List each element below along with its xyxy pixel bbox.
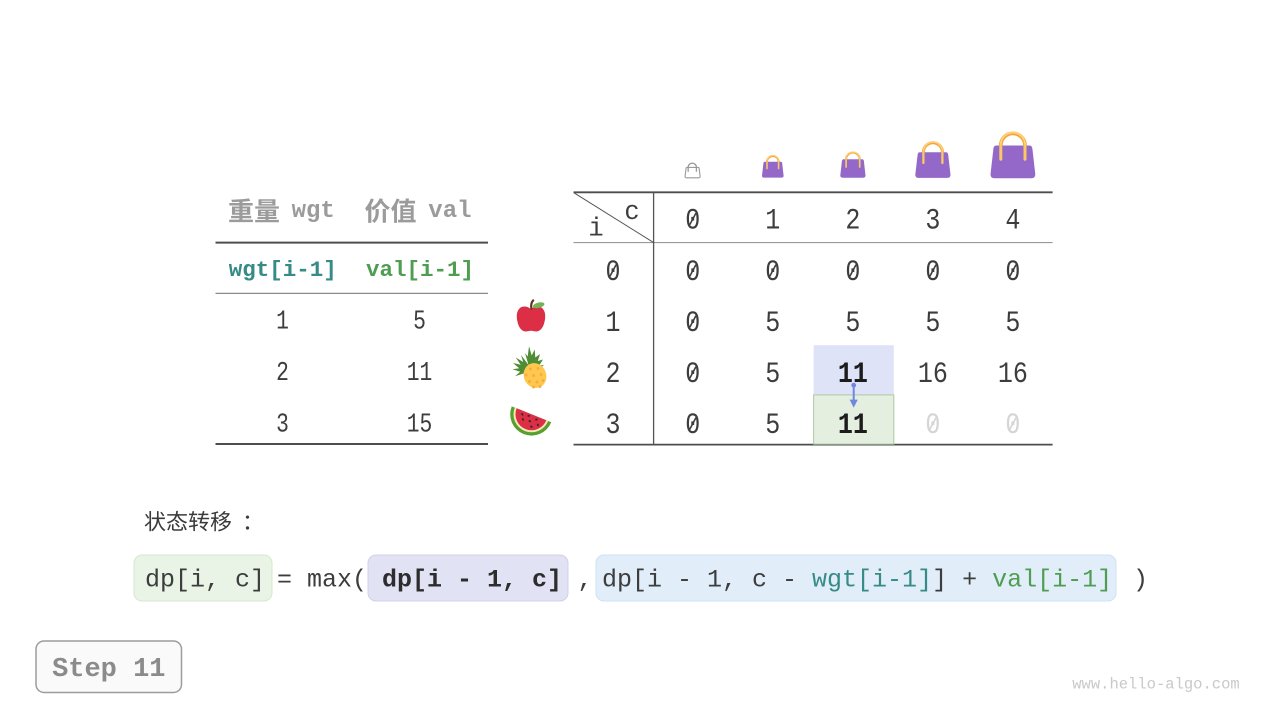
svg-text:dp[i - 1, c]: dp[i - 1, c] bbox=[382, 566, 562, 595]
svg-text:5: 5 bbox=[925, 307, 940, 341]
svg-text:): ) bbox=[1133, 566, 1148, 595]
svg-text:3: 3 bbox=[605, 409, 620, 443]
svg-text:val: val bbox=[428, 198, 471, 225]
svg-text:3: 3 bbox=[925, 204, 940, 238]
svg-text:i: i bbox=[588, 214, 603, 243]
svg-text:dp[i - 1, c - wgt[i-1]] + val[: dp[i - 1, c - wgt[i-1]] + val[i-1] bbox=[602, 566, 1112, 595]
svg-text:c: c bbox=[624, 198, 639, 227]
svg-text:1: 1 bbox=[605, 307, 620, 341]
svg-text:5: 5 bbox=[413, 307, 426, 337]
svg-text:16: 16 bbox=[998, 358, 1028, 392]
svg-text:16: 16 bbox=[918, 358, 948, 392]
svg-text:1: 1 bbox=[765, 204, 780, 238]
svg-text:www.hello-algo.com: www.hello-algo.com bbox=[1072, 676, 1239, 694]
svg-text:dp[i, c]: dp[i, c] bbox=[145, 566, 265, 595]
svg-text:5: 5 bbox=[1005, 307, 1020, 341]
svg-text:5: 5 bbox=[845, 307, 860, 341]
svg-text:Step 11: Step 11 bbox=[52, 655, 165, 685]
svg-text:1: 1 bbox=[276, 307, 289, 337]
svg-text:,: , bbox=[578, 566, 593, 595]
svg-text:val[i-1]: val[i-1] bbox=[366, 257, 474, 283]
svg-text:11: 11 bbox=[407, 359, 433, 389]
svg-text:2: 2 bbox=[605, 358, 620, 392]
svg-text:= max(: = max( bbox=[277, 566, 367, 595]
svg-text:wgt: wgt bbox=[292, 198, 335, 225]
svg-text:5: 5 bbox=[765, 307, 780, 341]
svg-text:wgt[i-1]: wgt[i-1] bbox=[229, 257, 337, 283]
svg-text:15: 15 bbox=[407, 410, 433, 440]
svg-text:11: 11 bbox=[838, 409, 868, 443]
svg-text:2: 2 bbox=[276, 359, 289, 389]
svg-text:5: 5 bbox=[765, 358, 780, 392]
svg-text:2: 2 bbox=[845, 204, 860, 238]
svg-text:5: 5 bbox=[765, 409, 780, 443]
svg-text:4: 4 bbox=[1005, 204, 1020, 238]
svg-text:3: 3 bbox=[276, 410, 289, 440]
